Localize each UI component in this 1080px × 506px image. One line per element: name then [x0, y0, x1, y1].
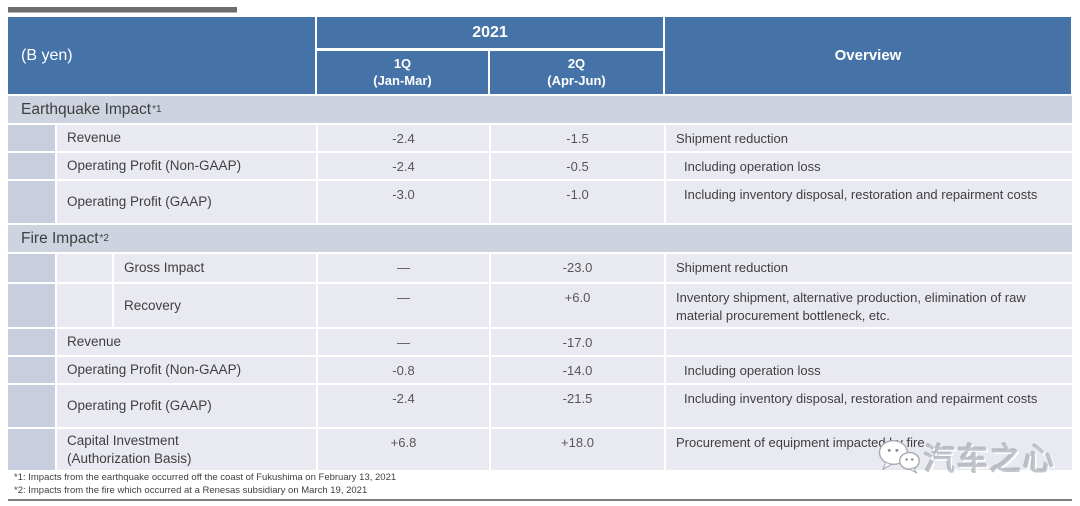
overview-text: Shipment reduction	[676, 131, 789, 146]
table-row: Gross Impact — -23.0 Shipment reduction	[8, 254, 1072, 282]
q2-value: -17.0	[491, 329, 664, 356]
q1-value: -2.4	[318, 385, 489, 428]
footnote-ref: *1	[152, 104, 162, 115]
q2-label: 2Q	[567, 56, 586, 72]
footnotes: *1: Impacts from the earthquake occurred…	[14, 472, 396, 498]
section-header-fire: Fire Impact *2	[8, 225, 1072, 252]
indent-cell	[8, 357, 55, 384]
indent-cell	[8, 125, 55, 151]
row-label: Revenue	[67, 130, 122, 146]
indent-cell-2	[57, 254, 112, 282]
q1-value: —	[318, 254, 489, 282]
bottom-rule	[8, 499, 1072, 501]
section-title: Fire Impact	[21, 229, 99, 247]
q2-value: +18.0	[491, 429, 664, 471]
q1-period: (Jan-Mar)	[373, 72, 432, 88]
indent-cell	[8, 181, 55, 223]
overview-text: Inventory shipment, alternative producti…	[676, 290, 1026, 323]
row-label: Gross Impact	[124, 260, 205, 276]
q1-label: 1Q	[393, 56, 412, 72]
q2-value: +6.0	[491, 284, 664, 328]
table-row: Operating Profit (Non-GAAP) -2.4 -0.5 In…	[8, 153, 1072, 179]
q1-header: 1Q (Jan-Mar)	[317, 51, 488, 94]
q1-value: -3.0	[318, 181, 489, 223]
year-header: 2021	[317, 17, 663, 48]
indent-cell-2	[57, 284, 112, 328]
table-row: Capital Investment (Authorization Basis)…	[8, 429, 1072, 471]
footnote-ref: *2	[99, 233, 109, 244]
indent-cell	[8, 329, 55, 356]
row-label: Operating Profit (Non-GAAP)	[67, 362, 242, 378]
q1-value: +6.8	[318, 429, 489, 471]
overview-header: Overview	[665, 17, 1071, 94]
q2-period: (Apr-Jun)	[547, 72, 606, 88]
section-title: Earthquake Impact	[21, 100, 152, 118]
q2-value: -0.5	[491, 153, 664, 179]
unit-label: (B yen)	[21, 46, 73, 64]
indent-cell	[8, 385, 55, 428]
row-label: Capital Investment	[67, 433, 179, 449]
q2-value: -21.5	[491, 385, 664, 428]
top-decoration-bar	[8, 7, 237, 13]
q2-value: -1.0	[491, 181, 664, 223]
table-row: Revenue -2.4 -1.5 Shipment reduction	[8, 125, 1072, 151]
overview-text: Including operation loss	[684, 363, 821, 379]
overview-text: Shipment reduction	[676, 260, 789, 275]
q2-header: 2Q (Apr-Jun)	[490, 51, 663, 94]
unit-cell: (B yen)	[8, 17, 315, 94]
table-row: Operating Profit (GAAP) -2.4 -21.5 Inclu…	[8, 385, 1072, 428]
q1-value: —	[318, 329, 489, 356]
row-label: Operating Profit (GAAP)	[67, 194, 212, 210]
q1-value: -0.8	[318, 357, 489, 384]
footnote-1: *1: Impacts from the earthquake occurred…	[14, 472, 397, 483]
impact-table: (B yen) 2021 1Q (Jan-Mar) 2Q (Apr-Jun) O…	[8, 17, 1072, 471]
indent-cell	[8, 429, 55, 471]
overview-text: Including operation loss	[684, 159, 821, 174]
indent-cell	[8, 153, 55, 179]
q2-value: -14.0	[491, 357, 664, 384]
indent-cell	[8, 254, 55, 282]
q2-value: -23.0	[491, 254, 664, 282]
indent-cell	[8, 284, 55, 328]
footnote-2: *2: Impacts from the fire which occurred…	[14, 484, 368, 496]
row-label: Operating Profit (Non-GAAP)	[67, 158, 242, 174]
row-label: Revenue	[67, 334, 122, 350]
section-header-earthquake: Earthquake Impact *1	[8, 96, 1072, 123]
q1-value: -2.4	[318, 125, 489, 151]
overview-text: Procurement of equipment impacted by fir…	[676, 435, 925, 451]
table-row: Operating Profit (GAAP) -3.0 -1.0 Includ…	[8, 181, 1072, 223]
overview-text: Including inventory disposal, restoratio…	[684, 187, 1038, 202]
year-quarter-block: 2021 1Q (Jan-Mar) 2Q (Apr-Jun)	[317, 17, 663, 94]
table-row: Revenue — -17.0	[8, 329, 1072, 356]
row-label: Recovery	[124, 297, 182, 313]
q2-value: -1.5	[491, 125, 664, 151]
table-row: Operating Profit (Non-GAAP) -0.8 -14.0 I…	[8, 357, 1072, 384]
q1-value: -2.4	[318, 153, 489, 179]
row-label: Operating Profit (GAAP)	[67, 398, 212, 414]
overview-text: Including inventory disposal, restoratio…	[684, 391, 1038, 407]
table-header: (B yen) 2021 1Q (Jan-Mar) 2Q (Apr-Jun) O…	[8, 17, 1072, 94]
table-row: Recovery — +6.0 Inventory shipment, alte…	[8, 284, 1072, 328]
row-label-line2: (Authorization Basis)	[67, 450, 192, 466]
q1-value: —	[318, 284, 489, 328]
quarter-headers: 1Q (Jan-Mar) 2Q (Apr-Jun)	[317, 51, 663, 94]
